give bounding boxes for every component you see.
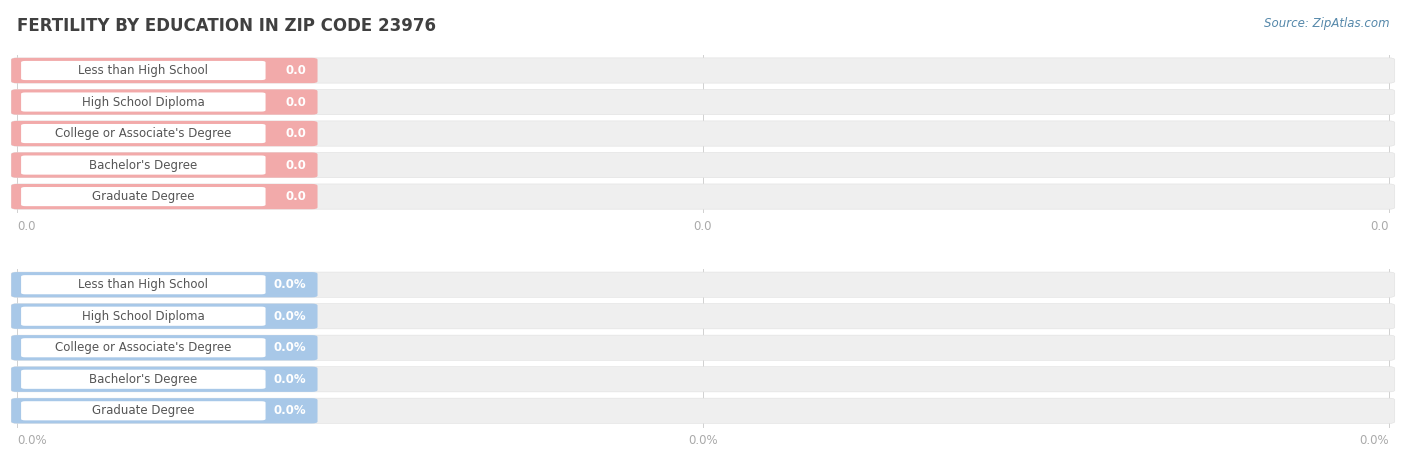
Text: Less than High School: Less than High School xyxy=(79,278,208,291)
FancyBboxPatch shape xyxy=(21,401,266,420)
FancyBboxPatch shape xyxy=(11,398,318,424)
Text: Source: ZipAtlas.com: Source: ZipAtlas.com xyxy=(1264,17,1389,30)
FancyBboxPatch shape xyxy=(11,335,318,360)
FancyBboxPatch shape xyxy=(11,89,1395,115)
FancyBboxPatch shape xyxy=(21,61,266,80)
Text: 0.0: 0.0 xyxy=(693,220,713,233)
Text: 0.0%: 0.0% xyxy=(688,434,718,447)
FancyBboxPatch shape xyxy=(11,304,318,329)
FancyBboxPatch shape xyxy=(21,92,266,111)
Text: 0.0: 0.0 xyxy=(1371,220,1389,233)
FancyBboxPatch shape xyxy=(21,307,266,326)
FancyBboxPatch shape xyxy=(21,187,266,206)
FancyBboxPatch shape xyxy=(11,272,318,298)
FancyBboxPatch shape xyxy=(11,272,1395,298)
Text: 0.0%: 0.0% xyxy=(274,310,307,323)
Text: 0.0%: 0.0% xyxy=(274,404,307,417)
Text: High School Diploma: High School Diploma xyxy=(82,96,205,109)
FancyBboxPatch shape xyxy=(11,184,318,209)
Text: 0.0: 0.0 xyxy=(285,96,307,109)
FancyBboxPatch shape xyxy=(11,398,1395,424)
Text: Bachelor's Degree: Bachelor's Degree xyxy=(89,373,197,386)
Text: 0.0: 0.0 xyxy=(285,159,307,171)
FancyBboxPatch shape xyxy=(11,152,1395,178)
FancyBboxPatch shape xyxy=(11,184,1395,209)
Text: 0.0%: 0.0% xyxy=(1360,434,1389,447)
FancyBboxPatch shape xyxy=(21,275,266,294)
Text: 0.0: 0.0 xyxy=(285,64,307,77)
Text: Graduate Degree: Graduate Degree xyxy=(91,404,194,417)
Text: 0.0: 0.0 xyxy=(285,190,307,203)
Text: High School Diploma: High School Diploma xyxy=(82,310,205,323)
FancyBboxPatch shape xyxy=(11,121,1395,146)
Text: 0.0%: 0.0% xyxy=(274,341,307,354)
Text: College or Associate's Degree: College or Associate's Degree xyxy=(55,127,232,140)
Text: 0.0%: 0.0% xyxy=(274,278,307,291)
Text: College or Associate's Degree: College or Associate's Degree xyxy=(55,341,232,354)
Text: FERTILITY BY EDUCATION IN ZIP CODE 23976: FERTILITY BY EDUCATION IN ZIP CODE 23976 xyxy=(17,17,436,35)
Text: 0.0: 0.0 xyxy=(285,127,307,140)
FancyBboxPatch shape xyxy=(11,58,1395,83)
Text: 0.0%: 0.0% xyxy=(274,373,307,386)
FancyBboxPatch shape xyxy=(11,89,318,115)
Text: Less than High School: Less than High School xyxy=(79,64,208,77)
Text: Bachelor's Degree: Bachelor's Degree xyxy=(89,159,197,171)
Text: Graduate Degree: Graduate Degree xyxy=(91,190,194,203)
FancyBboxPatch shape xyxy=(11,367,318,392)
FancyBboxPatch shape xyxy=(11,152,318,178)
FancyBboxPatch shape xyxy=(11,367,1395,392)
FancyBboxPatch shape xyxy=(11,121,318,146)
FancyBboxPatch shape xyxy=(21,156,266,175)
FancyBboxPatch shape xyxy=(21,124,266,143)
FancyBboxPatch shape xyxy=(11,58,318,83)
Text: 0.0: 0.0 xyxy=(17,220,35,233)
FancyBboxPatch shape xyxy=(21,370,266,389)
Text: 0.0%: 0.0% xyxy=(17,434,46,447)
FancyBboxPatch shape xyxy=(21,338,266,357)
FancyBboxPatch shape xyxy=(11,335,1395,360)
FancyBboxPatch shape xyxy=(11,304,1395,329)
